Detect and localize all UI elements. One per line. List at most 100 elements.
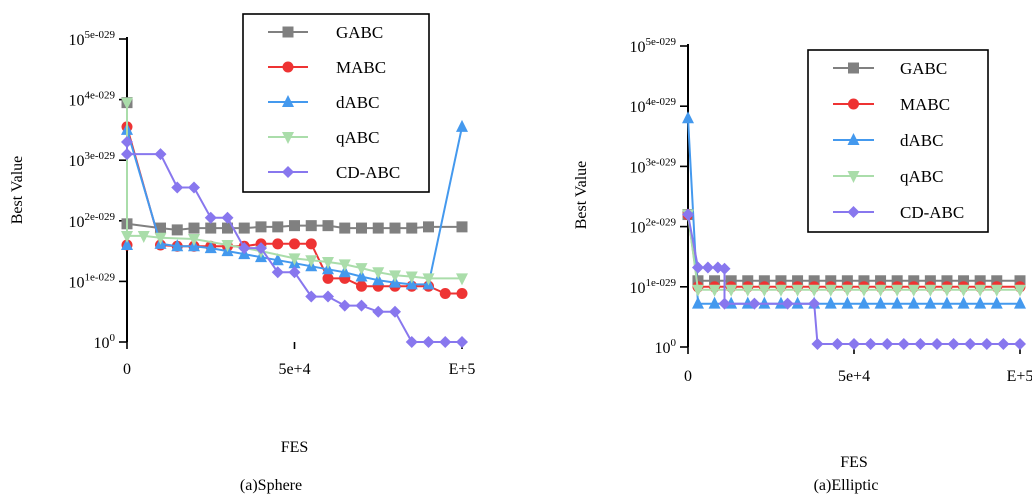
y-tick-label: 102e-029 (629, 217, 676, 237)
data-point (238, 242, 251, 255)
data-point (924, 296, 937, 309)
data-point (1014, 337, 1026, 350)
legend-marker (282, 132, 294, 144)
data-point (271, 253, 284, 266)
data-point (355, 263, 368, 276)
data-point (881, 337, 894, 350)
data-point (908, 275, 920, 287)
data-point (857, 296, 870, 309)
data-point (305, 255, 318, 268)
data-point (155, 222, 166, 234)
data-point (439, 288, 451, 300)
data-point (456, 221, 468, 233)
data-point (974, 284, 987, 297)
data-point (154, 148, 167, 161)
data-point (389, 222, 401, 234)
data-point (875, 275, 887, 287)
x-axis-label: FES (281, 439, 309, 456)
data-point (709, 275, 721, 287)
data-point (781, 297, 794, 310)
data-point (288, 253, 301, 266)
data-point (758, 275, 770, 287)
data-point (271, 266, 284, 279)
data-point (372, 222, 384, 234)
x-tick-label: 5e+4 (278, 361, 310, 378)
panel-label: (a)Elliptic (814, 477, 879, 494)
y-tick-label: 105e-029 (68, 29, 115, 49)
data-point (718, 262, 731, 275)
data-point (121, 97, 133, 110)
series-cd-abc (121, 136, 468, 348)
data-point (808, 275, 820, 287)
data-point (423, 221, 434, 233)
series-cd-abc (682, 208, 1026, 350)
data-point (708, 296, 721, 309)
x-tick-label: 5e+4 (838, 368, 870, 385)
y-tick-label: 101e-029 (68, 271, 115, 291)
data-point (171, 224, 183, 236)
panel-label: (a)Sphere (240, 477, 302, 494)
data-point (682, 111, 694, 124)
data-point (121, 230, 133, 243)
data-point (204, 241, 217, 254)
data-point (205, 222, 217, 234)
x-tick-label: E+5 (449, 361, 476, 378)
data-point (289, 220, 300, 232)
data-point (858, 275, 870, 287)
data-point (422, 273, 435, 286)
y-tick-label: 103e-029 (68, 150, 115, 170)
data-point (940, 296, 953, 309)
y-tick-label: 103e-029 (629, 156, 676, 176)
data-point (439, 336, 452, 348)
data-point (990, 284, 1003, 297)
legend-marker (847, 133, 860, 145)
data-point (389, 270, 401, 283)
data-point (791, 284, 804, 297)
data-point (808, 284, 821, 297)
data-point (255, 242, 267, 255)
data-point (288, 266, 301, 279)
data-point (422, 336, 435, 348)
y-tick-label: 105e-029 (629, 36, 676, 56)
legend: GABC MABC dABC qABC CD-ABC (242, 13, 430, 193)
x-tick-label: 0 (684, 368, 692, 385)
data-point (154, 232, 167, 245)
legend-label: MABC (336, 58, 386, 77)
data-point (691, 296, 704, 309)
data-point (188, 222, 200, 234)
data-point (841, 284, 854, 297)
data-point (691, 284, 704, 297)
data-point (941, 275, 953, 287)
data-point (931, 337, 943, 350)
legend-marker (848, 98, 859, 110)
legend-label: qABC (900, 167, 943, 186)
data-point (322, 257, 334, 270)
data-point (405, 336, 418, 348)
data-point (456, 119, 468, 132)
data-point (974, 275, 986, 287)
data-point (305, 238, 317, 250)
data-point (997, 337, 1010, 350)
data-point (974, 296, 987, 309)
data-point (456, 273, 468, 286)
data-point (272, 221, 284, 233)
data-point (389, 305, 401, 318)
data-point (322, 290, 334, 303)
data-point (238, 222, 250, 234)
data-point (1014, 284, 1026, 297)
legend-marker (282, 26, 294, 38)
data-point (718, 297, 731, 310)
data-point (874, 296, 887, 309)
data-point (748, 297, 761, 310)
y-axis-label: Best Value (573, 161, 590, 230)
legend-label: qABC (336, 128, 379, 147)
x-tick-label: E+5 (1007, 368, 1032, 385)
data-point (958, 275, 970, 287)
data-point (356, 280, 367, 292)
data-point (171, 181, 184, 194)
x-tick-label: 0 (123, 361, 131, 378)
data-point (811, 337, 824, 350)
data-point (848, 337, 860, 350)
data-point (891, 296, 904, 309)
data-point (255, 221, 267, 233)
